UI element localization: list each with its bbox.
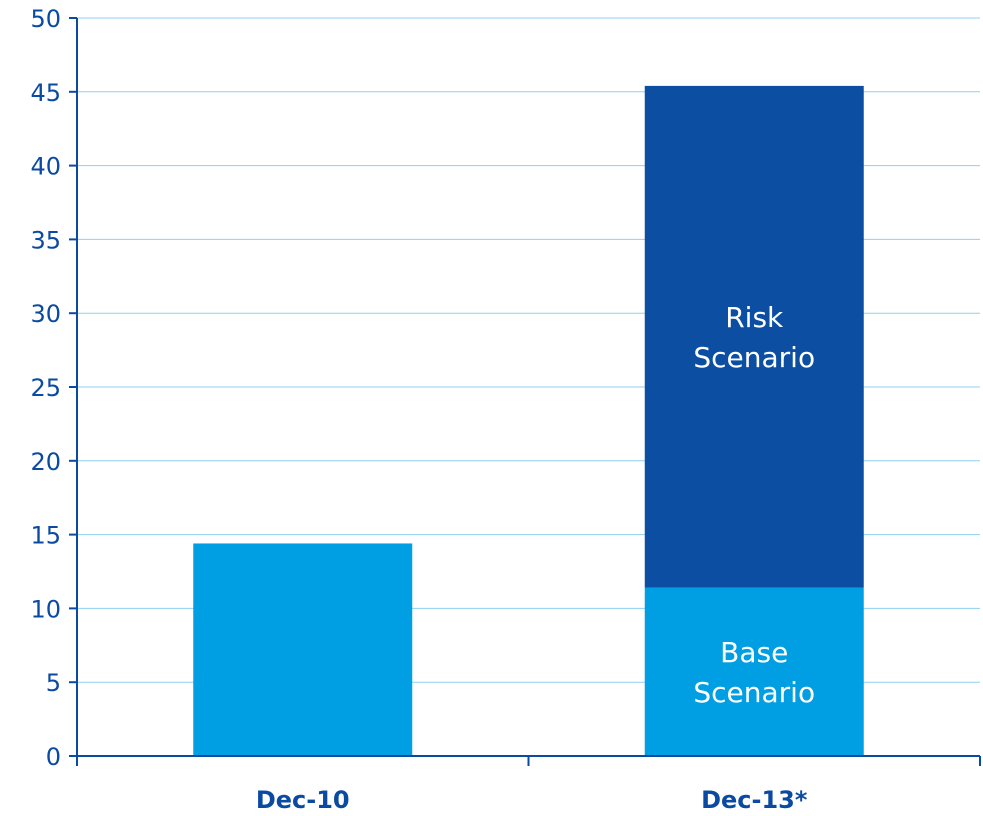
segment-label-dec-13-0-line-0: Base	[720, 636, 788, 669]
bars	[193, 85, 864, 756]
y-tick-label-5: 5	[46, 669, 61, 697]
y-tick-label-35: 35	[30, 226, 61, 254]
segment-label-dec-13-1-line-0: Risk	[725, 301, 784, 334]
y-tick-label-30: 30	[30, 300, 61, 328]
y-tick-label-50: 50	[30, 5, 61, 33]
y-tick-label-45: 45	[30, 79, 61, 107]
y-tick-label-20: 20	[30, 448, 61, 476]
segment-label-dec-13-0-line-1: Scenario	[693, 676, 815, 709]
x-tick-label-dec-13: Dec-13*	[701, 786, 808, 814]
y-tick-label-0: 0	[46, 743, 61, 771]
y-tick-label-25: 25	[30, 374, 61, 402]
bar-dec-13-segment-0	[644, 587, 864, 756]
y-tick-label-40: 40	[30, 153, 61, 181]
bar-dec-10-segment-0	[193, 543, 413, 756]
y-tick-label-15: 15	[30, 522, 61, 550]
y-tick-label-10: 10	[30, 595, 61, 623]
segment-label-dec-13-1-line-1: Scenario	[693, 341, 815, 374]
x-tick-label-dec-10: Dec-10	[256, 786, 350, 814]
labels: 0 5 10 15 20 25 30 35 40 45 50 Dec-10 Dec-13* Base Sce…	[30, 5, 815, 814]
axes	[69, 17, 981, 766]
bar-dec-13-segment-1	[644, 85, 864, 588]
